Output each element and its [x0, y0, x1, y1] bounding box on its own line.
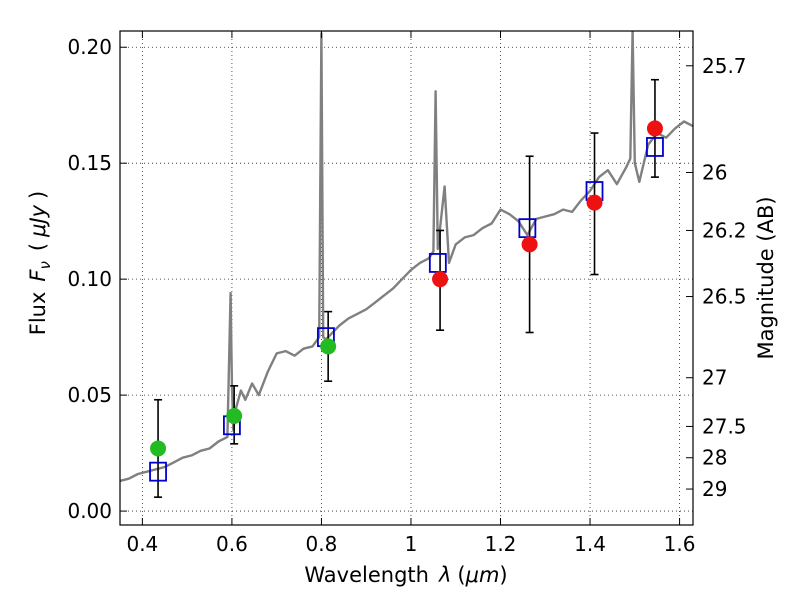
y2-tick-label: 26.2 — [702, 218, 747, 242]
plot-area — [120, 31, 693, 498]
x-tick-label: 1.4 — [574, 532, 606, 556]
x-tick-label: 1 — [405, 532, 418, 556]
y2-tick-label: 28 — [702, 446, 727, 470]
x-tick-label: 0.8 — [306, 532, 338, 556]
observed-point — [586, 194, 603, 211]
observed-point — [150, 440, 167, 457]
model-photometry-square — [149, 461, 167, 482]
y2-tick-label: 27 — [702, 366, 727, 390]
y2-tick-label: 27.5 — [702, 414, 747, 438]
grid — [120, 31, 693, 525]
y-tick-label: 0.10 — [67, 267, 112, 291]
observed-point — [646, 120, 663, 137]
spectrum-line — [120, 31, 693, 483]
y2-axis: 25.7 26 26.2 26.5 27 27.5 28 29 — [686, 54, 747, 501]
y2-tick-label: 25.7 — [702, 54, 747, 78]
observed-point — [320, 338, 337, 355]
y-tick-label: 0.20 — [67, 35, 112, 59]
observed-point — [226, 407, 243, 424]
plot-frame — [119, 30, 694, 526]
y2-tick-label: 26.5 — [702, 285, 747, 309]
model-photometry-square — [428, 253, 447, 273]
x-tick-label: 1.2 — [485, 532, 517, 556]
model-photometry-square — [646, 137, 664, 157]
y-tick-label: 0.15 — [67, 151, 112, 175]
x-axis: 0.4 0.6 0.8 1 1.2 1.4 1.6 — [126, 31, 695, 556]
y-axis: 0.00 0.05 0.10 0.15 0.20 — [67, 35, 127, 523]
x-tick-label: 1.6 — [664, 532, 696, 556]
y2-tick-label: 26 — [702, 160, 727, 184]
y-tick-label: 0.00 — [67, 499, 112, 523]
x-tick-label: 0.4 — [126, 532, 158, 556]
x-axis-label: Wavelength λ (μm) — [304, 563, 507, 587]
y-axis-label: FluxFν(μJy) — [26, 191, 54, 336]
y2-tick-label: 29 — [702, 477, 727, 501]
observed-point — [432, 271, 449, 288]
y2-axis-label: Magnitude (AB) — [754, 196, 778, 359]
observed-point — [521, 236, 538, 253]
y-tick-label: 0.05 — [67, 383, 112, 407]
x-tick-label: 0.6 — [216, 532, 248, 556]
